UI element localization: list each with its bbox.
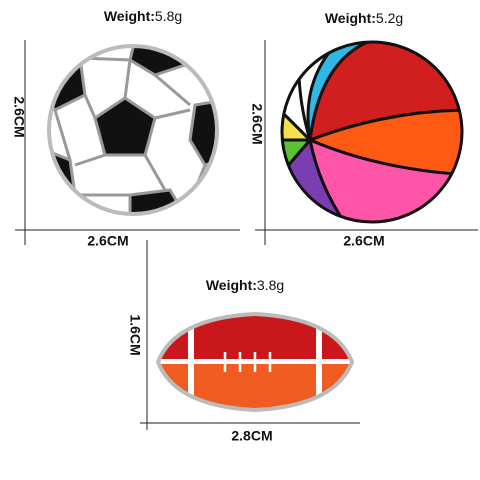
weight-label: Weight:	[325, 10, 376, 26]
beach-ball	[280, 40, 464, 224]
weight-label: Weight:	[104, 8, 155, 24]
football	[155, 311, 355, 413]
height-label: 2.6CM	[11, 96, 27, 137]
height-label: 1.6CM	[127, 314, 143, 355]
weight: Weight:3.8g	[206, 277, 284, 293]
weight-value: 3.8g	[257, 277, 284, 293]
weight-value: 5.8g	[155, 8, 182, 24]
weight: Weight:5.8g	[104, 8, 182, 24]
width-label: 2.8CM	[231, 428, 272, 444]
dimension-lines	[15, 40, 478, 430]
height-label: 2.6CM	[249, 103, 265, 144]
width-label: 2.6CM	[87, 233, 128, 249]
weight-value: 5.2g	[376, 10, 403, 26]
weight-label: Weight:	[206, 277, 257, 293]
weight: Weight:5.2g	[325, 10, 403, 26]
width-label: 2.6CM	[343, 233, 384, 249]
soccer-ball	[47, 44, 219, 216]
